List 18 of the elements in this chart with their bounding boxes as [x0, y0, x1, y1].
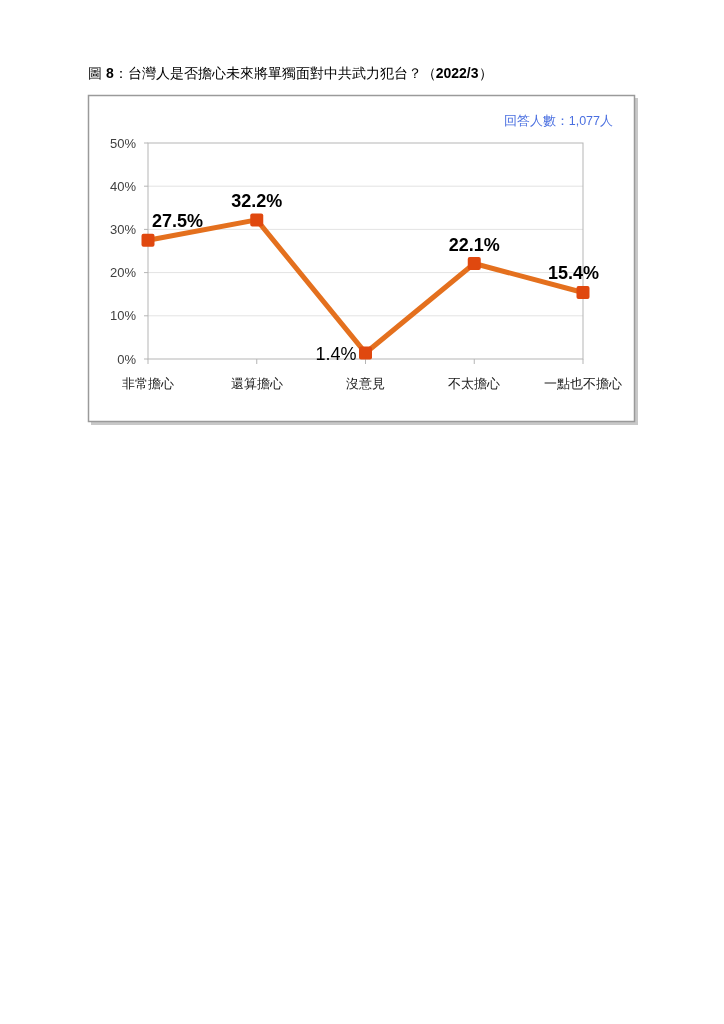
xtick-label: 一點也不擔心 [544, 376, 622, 391]
data-label: 15.4% [547, 263, 599, 284]
ytick-label: 40% [109, 178, 136, 194]
ytick-label: 20% [109, 265, 136, 281]
xtick-label: 非常擔心 [122, 376, 174, 391]
ytick-label: 50% [109, 135, 136, 151]
ytick-label: 10% [109, 308, 136, 324]
xtick-label: 還算擔心 [230, 376, 283, 391]
annotation: 回答人數：1,077人 [503, 114, 613, 128]
data-label: 22.1% [448, 234, 500, 255]
ytick-label: 30% [109, 221, 136, 237]
data-label: 1.4% [315, 343, 357, 364]
title: 圖 8：台灣人是否擔心未來將單獨面對中共武力犯台？（2022/3） [88, 65, 493, 81]
data-label: 32.2% [231, 190, 283, 211]
data-label: 27.5% [152, 211, 204, 232]
ytick-label: 0% [117, 351, 136, 367]
xtick-label: 沒意見 [346, 376, 385, 391]
xtick-label: 不太擔心 [448, 376, 501, 391]
